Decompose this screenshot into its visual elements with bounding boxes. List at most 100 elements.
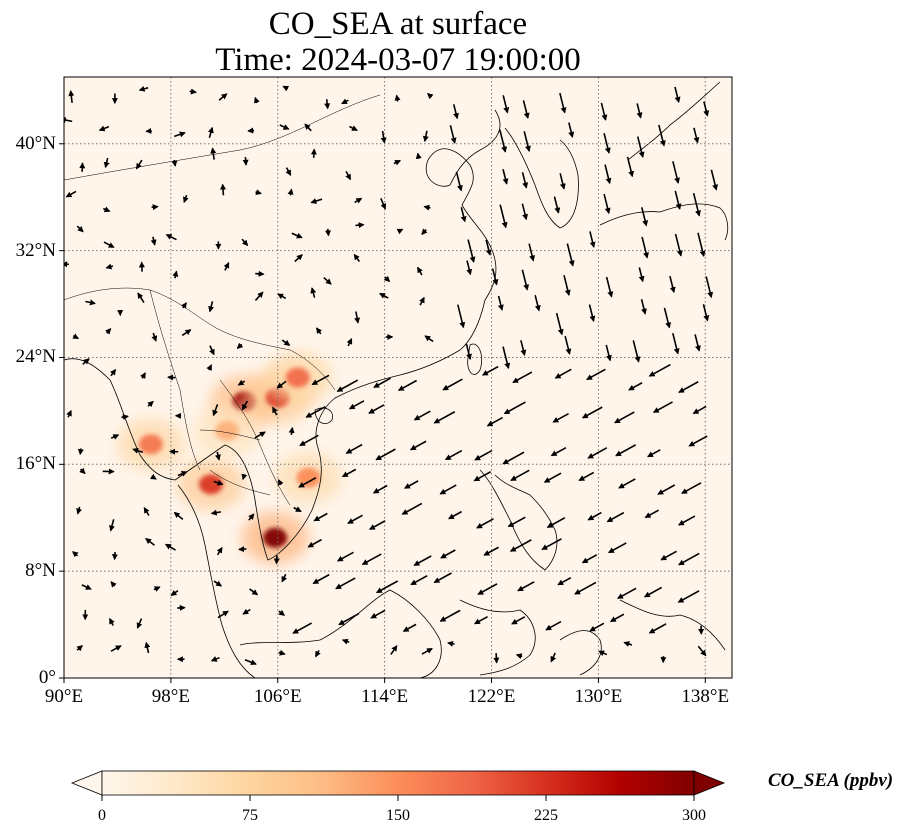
wind-arrow [254, 291, 264, 302]
map-subtitle-time: Time: 2024-03-07 19:00:00 [215, 42, 581, 78]
wind-arrow [588, 304, 596, 322]
wind-arrow [68, 90, 75, 103]
wind-arrow [497, 295, 504, 311]
wind-arrow [678, 381, 699, 393]
wind-arrow [137, 292, 145, 303]
lat-tick-label: 24°N [15, 346, 56, 368]
wind-arrow [393, 159, 402, 166]
co-hotspot-mekong-delta [263, 527, 288, 548]
wind-arrow [182, 194, 189, 204]
wind-arrow [218, 93, 228, 101]
wind-arrow [213, 580, 223, 587]
lat-tick-label: 40°N [15, 132, 56, 154]
wind-arrow [140, 372, 146, 379]
co-hotspot-north-laos [214, 420, 239, 441]
wind-arrow [603, 132, 611, 154]
wind-arrow [253, 96, 260, 104]
wind-arrow [64, 117, 73, 123]
colorbar-tick-label: 75 [242, 807, 258, 824]
wind-arrow [277, 479, 284, 486]
wind-arrow [499, 129, 508, 153]
wind-arrow [465, 343, 472, 361]
wind-arrow [151, 204, 159, 211]
wind-arrow [522, 100, 530, 120]
lon-tick-label: 130°E [574, 686, 623, 707]
wind-arrow [272, 406, 278, 416]
wind-arrow [439, 484, 457, 495]
wind-arrow [474, 449, 493, 461]
wind-arrow [249, 588, 259, 596]
wind-arrow [486, 416, 503, 427]
wind-arrow [476, 518, 494, 529]
wind-arrow [657, 484, 676, 495]
wind-arrow [697, 232, 706, 258]
wind-arrow [171, 159, 178, 167]
wind-arrow [278, 649, 286, 656]
wind-arrow [110, 434, 120, 440]
map-title: CO_SEA at surface [268, 6, 528, 42]
wind-arrow [212, 404, 219, 417]
wind-arrow [681, 482, 702, 495]
wind-arrow [105, 263, 114, 270]
wind-arrow [632, 340, 641, 363]
wind-arrow [173, 511, 184, 521]
colorbar-tick-label: 0 [98, 807, 106, 824]
wind-arrow [121, 414, 129, 421]
wind-arrow [287, 188, 294, 196]
co-hotspot-guangxi [285, 367, 310, 388]
wind-arrow [589, 622, 605, 632]
wind-arrow [672, 161, 680, 184]
wind-arrow [76, 225, 84, 233]
wind-arrow [380, 130, 387, 144]
gridlines [64, 77, 732, 678]
wind-arrow [310, 198, 323, 204]
wind-arrow [294, 254, 303, 263]
wind-arrow [603, 193, 611, 215]
wind-arrow [422, 130, 429, 143]
wind-arrow [643, 586, 663, 598]
wind-arrow [555, 312, 564, 336]
co-hotspot-central-thailand [198, 474, 223, 495]
wind-arrow [520, 340, 527, 356]
wind-arrow [546, 517, 566, 528]
wind-arrow [403, 480, 419, 489]
wind-arrow [466, 260, 473, 276]
lat-tick-label: 32°N [15, 239, 56, 261]
wind-arrow [447, 510, 462, 520]
wind-arrow [439, 609, 461, 622]
wind-arrow [702, 304, 710, 322]
wind-arrow [521, 269, 530, 291]
wind-arrow [311, 374, 330, 386]
wind-arrow [237, 379, 246, 386]
wind-arrow [255, 189, 262, 196]
wind-arrow [110, 368, 117, 377]
wind-arrow [181, 329, 192, 337]
wind-arrow [242, 608, 251, 615]
wind-arrow [375, 448, 396, 461]
wind-arrow [442, 378, 463, 391]
colorbar-max-extend [693, 770, 726, 796]
wind-arrow [315, 649, 321, 658]
wind-arrow [641, 207, 649, 227]
wind-arrow [485, 239, 492, 256]
wind-arrow [109, 519, 115, 532]
wind-arrow [609, 613, 625, 623]
lon-tick-label: 98°E [151, 686, 190, 707]
map-frame [63, 76, 733, 679]
wind-arrow [223, 262, 230, 271]
wind-arrow [674, 86, 681, 104]
wind-arrow [282, 85, 290, 92]
wind-arrow [641, 236, 649, 259]
wind-arrow [394, 94, 401, 102]
wind-arrow [77, 448, 84, 456]
wind-arrow [81, 584, 92, 590]
wind-arrow [324, 99, 331, 110]
colorbar-tick-label: 150 [386, 807, 410, 824]
wind-arrow [598, 650, 608, 657]
wind-arrow [678, 552, 700, 566]
wind-arrow [136, 618, 143, 629]
wind-arrow [521, 172, 529, 189]
wind-arrow [606, 511, 625, 523]
wind-arrow [563, 274, 571, 296]
axis-ticks [59, 143, 706, 683]
